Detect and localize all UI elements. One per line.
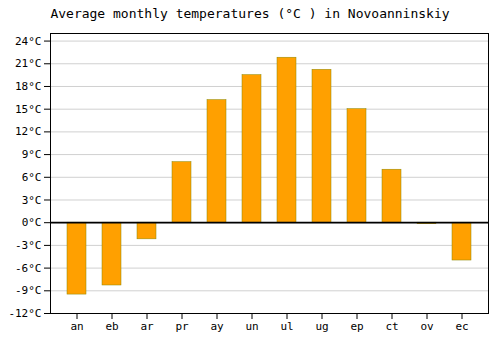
svg-text:ul: ul — [280, 320, 293, 333]
svg-text:pr: pr — [175, 320, 189, 333]
svg-text:ec: ec — [455, 320, 468, 333]
svg-text:ug: ug — [315, 320, 328, 333]
svg-text:3°C: 3°C — [22, 194, 42, 207]
svg-text:0°C: 0°C — [22, 216, 42, 229]
svg-text:15°C: 15°C — [15, 103, 42, 116]
svg-text:-12°C: -12°C — [8, 307, 41, 320]
svg-text:ct: ct — [385, 320, 398, 333]
svg-text:21°C: 21°C — [15, 57, 42, 70]
svg-text:6°C: 6°C — [22, 171, 42, 184]
svg-text:-9°C: -9°C — [15, 284, 42, 297]
svg-text:-3°C: -3°C — [15, 239, 42, 252]
svg-text:ay: ay — [210, 320, 224, 333]
svg-text:ep: ep — [350, 320, 363, 333]
svg-text:-6°C: -6°C — [15, 262, 42, 275]
svg-text:18°C: 18°C — [15, 80, 42, 93]
svg-text:an: an — [70, 320, 83, 333]
html-text:Average monthly temperatures (: Average monthly temperatures (°C ) in No… — [50, 6, 450, 21]
svg-text:12°C: 12°C — [15, 125, 42, 138]
svg-text:ar: ar — [140, 320, 154, 333]
svg-text:24°C: 24°C — [15, 35, 42, 48]
svg-text:ov: ov — [420, 320, 434, 333]
svg-text:un: un — [245, 320, 258, 333]
svg-text:9°C: 9°C — [22, 148, 42, 161]
svg-text:eb: eb — [105, 320, 118, 333]
